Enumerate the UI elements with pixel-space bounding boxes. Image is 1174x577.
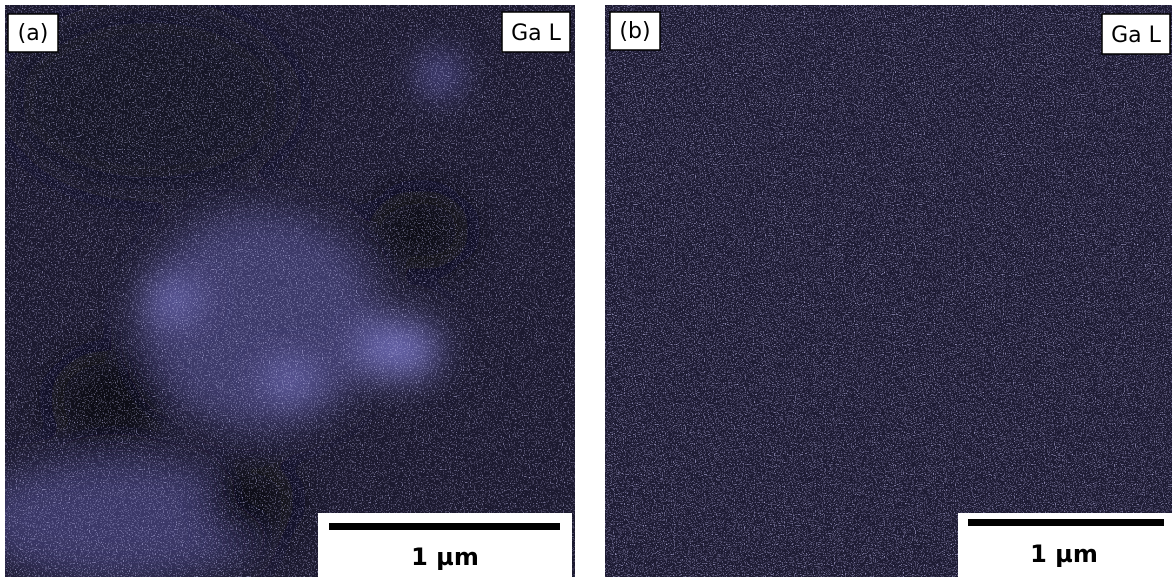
map-speckle — [605, 5, 1172, 577]
element-label: Ga L — [1111, 23, 1162, 48]
panel-label: (a) — [18, 21, 49, 46]
scale-label: 1 µm — [411, 543, 479, 571]
panel-a: (a) Ga L 1 µm — [0, 5, 575, 577]
scale-bar — [968, 519, 1164, 526]
figure: (a) Ga L 1 µm (b) Ga L 1 µm — [0, 0, 1174, 577]
element-label: Ga L — [511, 21, 562, 46]
panel-b: (b) Ga L 1 µm — [605, 5, 1172, 577]
scale-label: 1 µm — [1030, 540, 1098, 568]
panel-label: (b) — [619, 19, 650, 44]
scale-bar — [329, 523, 560, 530]
map-speckle — [5, 5, 575, 577]
